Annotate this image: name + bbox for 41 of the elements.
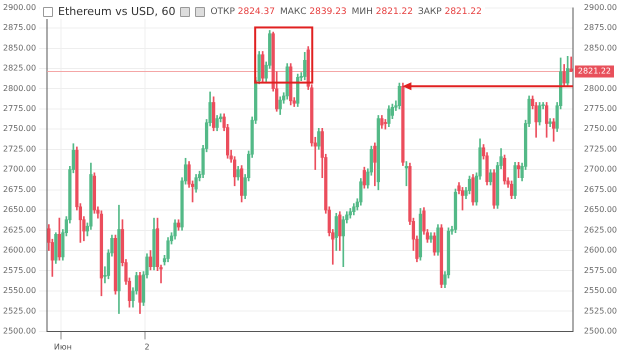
y-tick-label: 2850.00: [2, 43, 36, 52]
x-tick-label: 2: [144, 342, 150, 352]
y2-tick-label: 2600.00: [584, 246, 618, 255]
y2-tick-label: 2725.00: [584, 144, 618, 154]
y-tick-label: 2550.00: [2, 286, 36, 296]
y2-tick-label: 2675.00: [584, 184, 618, 194]
y-tick-label: 2900.00: [2, 2, 36, 12]
y-tick-label: 2800.00: [2, 84, 36, 93]
y2-tick-label: 2900.00: [584, 2, 618, 12]
y2-tick-label: 2700.00: [584, 164, 618, 174]
y2-tick-label: 2650.00: [584, 205, 618, 214]
annotation: МАКС 2839.23: [280, 6, 347, 16]
y2-tick-label: 2500.00: [584, 326, 618, 336]
y-tick-label: 2875.00: [2, 23, 36, 32]
annotation: ОТКР 2824.37: [210, 6, 275, 16]
chart-title: Ethereum vs USD, 60: [58, 5, 176, 18]
y2-tick-label: 2625.00: [584, 225, 618, 234]
y-tick-label: 2700.00: [2, 164, 36, 174]
y-tick-label: 2575.00: [2, 266, 36, 275]
y2-tick-label: 2550.00: [584, 286, 618, 296]
y2-tick-label: 2850.00: [584, 43, 618, 52]
y-tick-label: 2525.00: [2, 306, 36, 316]
y2-tick-label: 2525.00: [584, 306, 618, 316]
y2-tick-label: 2775.00: [584, 104, 618, 114]
y2-tick-label: 2800.00: [584, 84, 618, 93]
y2-tick-label: 2750.00: [584, 124, 618, 134]
ref-line-label: 2821.22: [578, 66, 612, 76]
y2-tick-label: 2875.00: [584, 23, 618, 32]
y-tick-label: 2625.00: [2, 225, 36, 234]
annotation: МИН 2821.22: [352, 6, 413, 16]
y-tick-label: 2750.00: [2, 124, 36, 134]
y-tick-label: 2600.00: [2, 246, 36, 255]
y-tick-label: 2675.00: [2, 184, 36, 194]
y2-tick-label: 2575.00: [584, 266, 618, 275]
x-tick-label: Июн: [54, 342, 72, 352]
y-tick-label: 2725.00: [2, 144, 36, 154]
y-tick-label: 2825.00: [2, 64, 36, 73]
y-tick-label: 2500.00: [2, 326, 36, 336]
y-tick-label: 2775.00: [2, 104, 36, 114]
y-tick-label: 2650.00: [2, 205, 36, 214]
annotation: ЗАКР 2821.22: [418, 6, 482, 16]
